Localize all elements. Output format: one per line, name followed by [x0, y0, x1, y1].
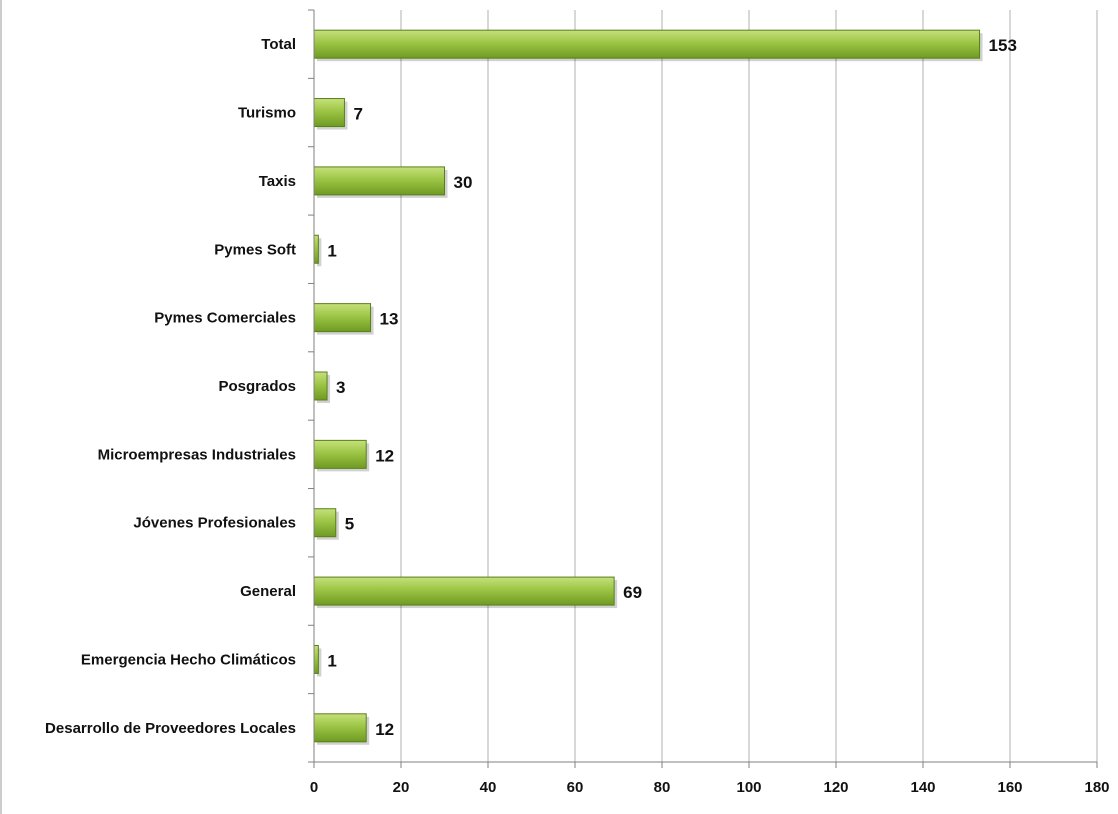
category-label: Taxis — [259, 173, 296, 190]
value-label: 1 — [327, 651, 336, 670]
bar-posgrados — [313, 371, 328, 401]
value-label: 5 — [345, 515, 354, 534]
bar-jóvenes-profesionales — [313, 508, 337, 538]
bar-pymes-soft — [313, 234, 319, 264]
value-label: 30 — [454, 173, 473, 192]
x-tick-label: 160 — [997, 779, 1022, 796]
value-label: 153 — [989, 36, 1017, 55]
value-label: 7 — [353, 105, 362, 124]
value-label: 1 — [327, 241, 336, 260]
axes — [308, 9, 1098, 768]
bar-shadow — [317, 238, 322, 267]
value-label: 3 — [336, 378, 345, 397]
category-label: Desarrollo de Proveedores Locales — [45, 720, 296, 737]
x-tick-label: 140 — [910, 779, 935, 796]
category-label: Pymes Comerciales — [154, 310, 296, 327]
bar-microempresas-industriales — [313, 439, 367, 469]
category-label: Turismo — [238, 105, 296, 122]
bar-general — [313, 576, 615, 606]
x-tick-label: 60 — [567, 779, 584, 796]
value-label: 13 — [380, 310, 399, 329]
value-label: 12 — [375, 446, 394, 465]
bar-emergencia-hecho-climáticos — [313, 644, 319, 674]
x-tick-label: 80 — [654, 779, 671, 796]
x-tick-label: 180 — [1084, 779, 1109, 796]
category-label: Emergencia Hecho Climáticos — [81, 651, 296, 668]
gridlines — [400, 10, 1098, 762]
bar-taxis — [313, 166, 445, 196]
bar-total — [313, 29, 981, 59]
bar-pymes-comerciales — [313, 303, 372, 333]
x-tick-label: 100 — [736, 779, 761, 796]
value-label: 69 — [623, 583, 642, 602]
x-tick-label: 40 — [480, 779, 497, 796]
x-tick-label: 120 — [823, 779, 848, 796]
x-tick-label: 0 — [310, 779, 318, 796]
category-label: Pymes Soft — [214, 241, 296, 258]
category-label: Jóvenes Profesionales — [133, 515, 296, 532]
category-label: Posgrados — [218, 378, 296, 395]
value-label: 12 — [375, 720, 394, 739]
bar-shadow — [317, 648, 322, 677]
x-tick-label: 20 — [393, 779, 410, 796]
category-label: General — [240, 583, 296, 600]
bar-turismo — [313, 98, 345, 128]
bars — [313, 29, 983, 745]
category-label: Total — [261, 36, 296, 53]
category-label: Microempresas Industriales — [98, 446, 296, 463]
bar-desarrollo-de-proveedores-locales — [313, 713, 367, 743]
